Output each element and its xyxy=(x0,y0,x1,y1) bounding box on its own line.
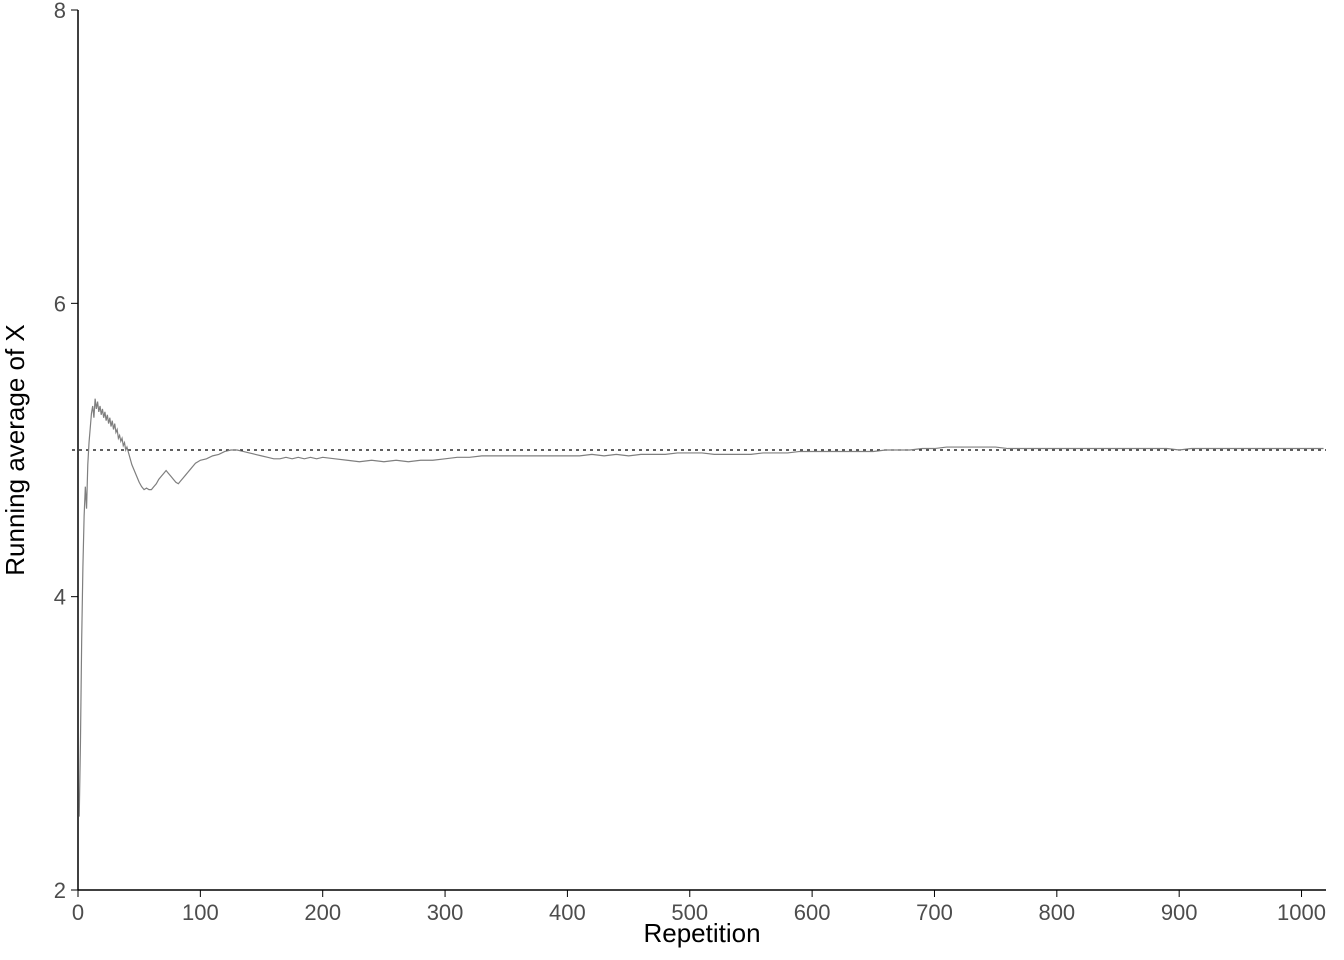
svg-text:300: 300 xyxy=(427,900,464,925)
chart-svg: 010020030040050060070080090010002468Repe… xyxy=(0,0,1344,960)
svg-text:400: 400 xyxy=(549,900,586,925)
svg-text:100: 100 xyxy=(182,900,219,925)
running-average-chart: 010020030040050060070080090010002468Repe… xyxy=(0,0,1344,960)
svg-text:800: 800 xyxy=(1038,900,1075,925)
svg-text:700: 700 xyxy=(916,900,953,925)
svg-text:1000: 1000 xyxy=(1277,900,1326,925)
svg-text:4: 4 xyxy=(54,585,66,610)
svg-text:8: 8 xyxy=(54,0,66,23)
svg-text:Running average of X: Running average of X xyxy=(0,324,30,576)
svg-text:200: 200 xyxy=(304,900,341,925)
svg-text:900: 900 xyxy=(1161,900,1198,925)
svg-text:6: 6 xyxy=(54,291,66,316)
svg-text:0: 0 xyxy=(72,900,84,925)
svg-text:600: 600 xyxy=(794,900,831,925)
svg-text:Repetition: Repetition xyxy=(643,918,760,948)
svg-text:2: 2 xyxy=(54,878,66,903)
